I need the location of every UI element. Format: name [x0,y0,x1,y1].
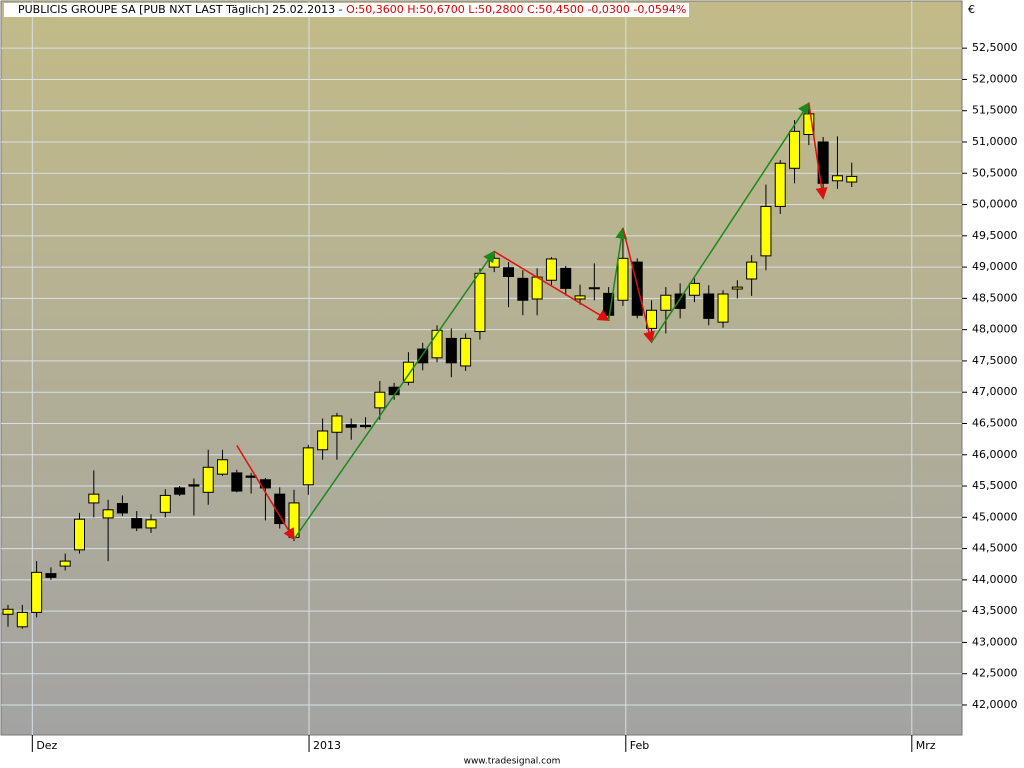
currency: € [968,3,975,16]
candle-body [731,286,743,290]
candle-body [474,272,486,333]
y-tick-label: 43,0000 [972,635,1018,648]
candle-body [2,608,14,615]
y-tick-label: 42,5000 [972,667,1018,680]
plot-area [0,0,963,736]
zigzag-arrow [650,101,810,343]
y-tick-label: 43,5000 [972,604,1018,617]
candle-body [217,459,229,475]
y-tick-label: 46,5000 [972,416,1018,429]
candle-body [445,337,457,364]
header: PUBLICIS GROUPE SA [PUB NXT LAST Täglich… [4,3,690,17]
x-tick-label: Feb [630,739,649,752]
y-tick-label: 47,0000 [972,385,1018,398]
candle-body [102,509,114,519]
y-tick-label: 50,0000 [972,198,1018,211]
candle-body [231,472,243,492]
candle-body [59,560,71,567]
candle-body [188,484,200,487]
zigzag-arrow [607,226,628,321]
y-tick-label: 52,5000 [972,41,1018,54]
candle-body [488,257,500,268]
y-tick-label: 48,5000 [972,291,1018,304]
candle-body [360,424,372,428]
candle-body [145,519,157,529]
candle-body [116,503,128,514]
candle-body [245,475,257,478]
y-tick-label: 46,0000 [972,448,1018,461]
candle-body [789,130,801,169]
y-tick-label: 51,0000 [972,135,1018,148]
candle-body [374,391,386,409]
ohlc-text: O:50,3600 H:50,6700 L:50,2800 C:50,4500 … [346,3,687,16]
candle-body [703,293,715,319]
candle-body [588,287,600,290]
y-tick-label: 49,0000 [972,260,1018,273]
candle-body [302,447,314,486]
y-tick-label: 44,0000 [972,573,1018,586]
candle-body [45,573,57,578]
candle-body [717,293,729,323]
candle-body [846,175,858,183]
candle-body [460,337,472,367]
candle-body [16,611,28,628]
y-tick-label: 44,5000 [972,542,1018,555]
y-tick-label: 49,5000 [972,229,1018,242]
y-tick-label: 48,0000 [972,323,1018,336]
y-tick-label: 47,5000 [972,354,1018,367]
candle-body [674,293,686,309]
candle-body [317,430,329,451]
x-tick-label: Mrz [916,739,936,752]
candle-body [331,415,343,433]
y-tick-label: 45,5000 [972,479,1018,492]
candle-body [631,261,643,316]
candle-body [431,329,443,359]
candle-body [31,571,43,613]
candle-body [417,348,429,364]
candle-body [503,267,515,277]
candle-body [760,205,772,257]
candle-body [774,162,786,207]
footer: www.tradesignal.com [464,757,561,767]
candle-body [617,257,629,301]
candle-body [746,261,758,280]
candle-body [574,295,586,300]
candle-body [174,487,186,495]
candle-body [831,175,843,182]
candle-body [560,267,572,289]
zigzag-arrow [808,103,828,200]
candle-body [159,494,171,513]
candle-body [531,276,543,300]
zigzag-arrow [236,444,295,541]
y-tick-label: 50,5000 [972,166,1018,179]
y-tick-label: 52,0000 [972,72,1018,85]
y-tick-label: 51,5000 [972,104,1018,117]
zigzag-arrow [493,250,610,322]
candle-body [688,282,700,296]
zigzag-arrow [293,250,496,540]
x-tick-label: Dez [36,739,57,752]
candle-body [74,518,86,551]
x-tick-label: 2013 [313,739,341,752]
y-tick-label: 45,0000 [972,510,1018,523]
candle-body [517,277,529,301]
candle-body [345,424,357,428]
candle-body [202,466,214,493]
candle-body [545,258,557,281]
zigzag-arrow [622,228,655,344]
candle-body [131,518,143,529]
candle-body [88,493,100,504]
title: PUBLICIS GROUPE SA [PUB NXT LAST Täglich… [18,3,343,16]
candle-body [402,361,414,383]
y-tick-label: 42,0000 [972,698,1018,711]
candle-body [660,294,672,311]
